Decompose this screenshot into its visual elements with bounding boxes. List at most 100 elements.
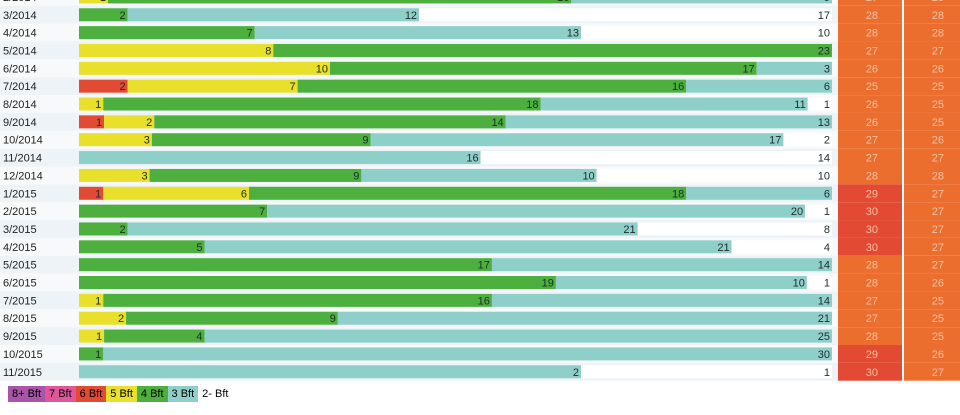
right-cell <box>904 5 960 24</box>
right-cell <box>904 220 960 238</box>
right-cell <box>838 77 902 96</box>
right-value: 26 <box>932 135 944 147</box>
bar-segment <box>571 0 832 4</box>
data-label: 16 <box>478 295 490 307</box>
data-label: 2 <box>146 117 152 129</box>
data-label: 8 <box>824 224 830 236</box>
bar-segment <box>79 43 274 57</box>
category-label: 11/2014 <box>3 153 42 165</box>
right-cell <box>838 0 902 6</box>
right-value: 27 <box>932 188 944 200</box>
data-label: 10 <box>793 278 805 290</box>
legend-item: 6 Bft <box>75 386 107 402</box>
bar-segment <box>419 8 832 22</box>
bar-segment <box>79 61 330 75</box>
bar-segment <box>79 168 150 182</box>
right-value: 28 <box>932 170 944 182</box>
data-label: 7 <box>289 81 295 93</box>
bar-segment <box>127 79 298 93</box>
bar-segment <box>79 311 127 325</box>
right-value: 28 <box>866 260 878 272</box>
right-value: 29 <box>866 349 878 361</box>
right-cell <box>838 23 902 42</box>
data-label: 4 <box>196 331 202 343</box>
data-label: 1 <box>824 367 830 379</box>
right-cell <box>838 112 902 131</box>
chart-legend: 8+ Bft 7 Bft 6 Bft 5 Bft 4 Bft 3 Bft 2- Bft <box>8 386 233 402</box>
bar-segment <box>596 168 832 182</box>
data-label: 13 <box>567 28 579 40</box>
bar-segment <box>581 26 832 40</box>
data-label: 23 <box>818 45 830 57</box>
right-cell <box>838 327 902 345</box>
category-label: 7/2015 <box>3 295 37 307</box>
bar-segment <box>79 8 128 22</box>
category-label: 4/2014 <box>3 28 37 40</box>
bar-segment <box>79 115 105 129</box>
bar-segment <box>637 222 832 236</box>
right-value: 27 <box>866 135 878 147</box>
category-label: 10/2015 <box>3 349 43 361</box>
legend-item: 5 Bft <box>106 386 137 402</box>
bar-segment <box>555 276 807 290</box>
data-label: 21 <box>818 313 830 325</box>
bar-segment <box>361 168 597 182</box>
bar-segment <box>686 186 832 200</box>
bar-segment <box>491 293 832 307</box>
data-label: 1 <box>95 349 101 361</box>
right-cell <box>904 362 960 381</box>
right-cell <box>838 166 902 185</box>
bar-segment <box>79 97 104 111</box>
data-label: 21 <box>717 242 729 254</box>
data-label: 1 <box>100 0 106 4</box>
bar-segment <box>807 97 832 111</box>
bar-segment <box>204 329 832 343</box>
right-value: 27 <box>932 367 944 379</box>
data-label: 18 <box>526 99 538 111</box>
data-label: 7 <box>247 28 253 40</box>
data-label: 10 <box>818 170 830 182</box>
category-label: 6/2015 <box>3 278 37 290</box>
data-label: 7 <box>259 206 265 218</box>
data-label: 2 <box>119 10 125 22</box>
category-label: 9/2015 <box>3 331 37 343</box>
data-label: 1 <box>95 188 101 200</box>
data-label: 1 <box>824 278 830 290</box>
bar-segment <box>783 133 832 147</box>
data-label: 9 <box>824 0 830 4</box>
category-label: 5/2015 <box>3 260 37 272</box>
data-label: 16 <box>672 81 684 93</box>
right-cell <box>838 59 902 78</box>
legend-item: 3 Bft <box>167 386 199 402</box>
bar-segment <box>103 97 541 111</box>
category-label: 2/2014 <box>3 0 37 4</box>
right-cell <box>904 112 960 131</box>
bar-segment <box>686 79 832 93</box>
bar-segment <box>103 347 832 361</box>
bar-segment <box>126 311 338 325</box>
data-label: 2 <box>118 313 124 325</box>
data-label: 10 <box>316 63 328 75</box>
bar-segment <box>79 222 128 236</box>
data-label: 3 <box>144 135 150 147</box>
data-label: 25 <box>818 331 830 343</box>
right-value: 26 <box>932 0 944 4</box>
bar-segment <box>79 0 108 4</box>
right-cell <box>904 23 960 42</box>
category-label: 1/2015 <box>3 188 37 200</box>
right-value: 27 <box>932 153 944 165</box>
bar-segment <box>254 26 581 40</box>
data-label: 14 <box>491 117 503 129</box>
right-cell <box>838 130 902 149</box>
data-label: 9 <box>362 135 368 147</box>
right-cell <box>838 362 902 381</box>
data-label: 1 <box>96 117 102 129</box>
legend-label: 4 Bft <box>140 388 164 400</box>
right-cell <box>838 148 902 167</box>
right-cell <box>904 345 960 363</box>
legend-item: 8+ Bft <box>8 386 46 402</box>
right-value: 30 <box>866 242 878 254</box>
bar-segment <box>79 258 492 272</box>
data-label: 3 <box>824 63 830 75</box>
right-value: 29 <box>866 188 878 200</box>
